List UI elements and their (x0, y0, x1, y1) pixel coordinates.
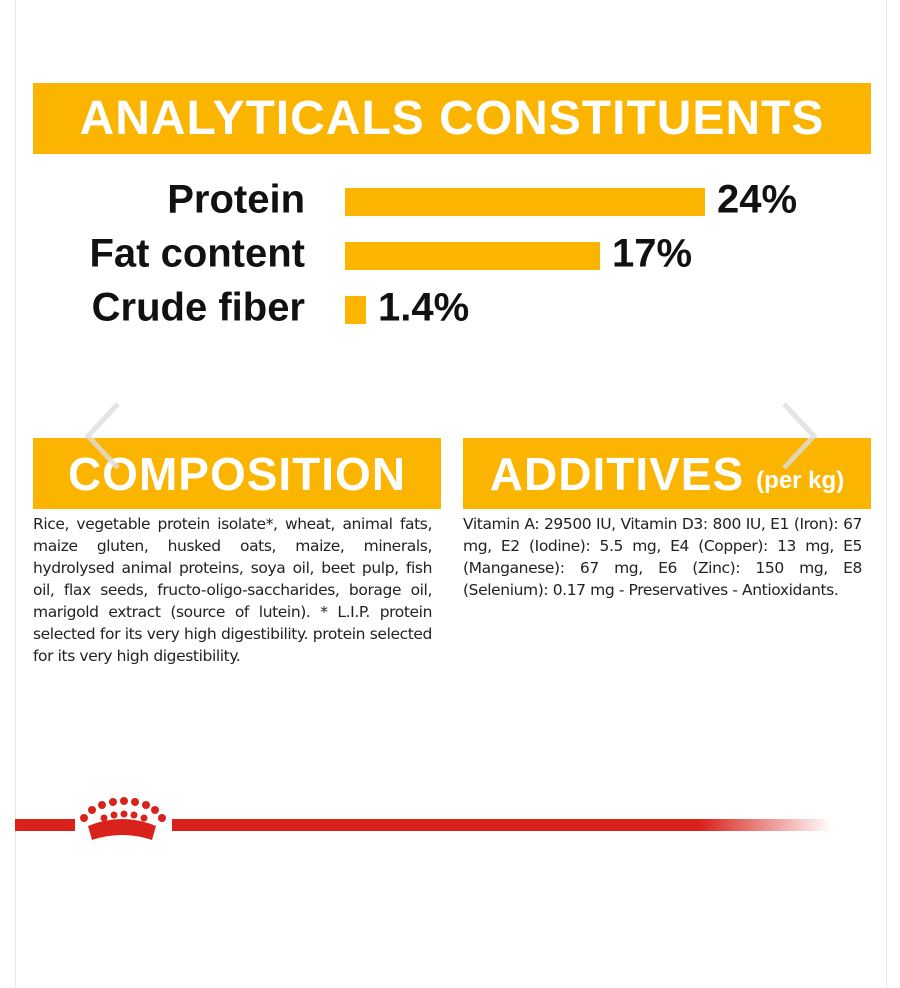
bar (345, 242, 600, 270)
subtitle: (per kg) (756, 466, 845, 494)
category-label: Crude fiber (92, 286, 305, 330)
value-label: 1.4% (378, 286, 469, 330)
section-title: COMPOSITION (33, 438, 441, 509)
title-text: ADDITIVES (489, 447, 745, 500)
composition-text: Rice, vegetable protein isolate*, wheat,… (33, 515, 432, 665)
bar (345, 296, 366, 324)
category-label: Protein (167, 178, 305, 222)
section-title: ANALYTICALS CONSTITUENTS (33, 83, 871, 154)
bar (345, 188, 705, 216)
frame (15, 0, 887, 988)
additives-text: Vitamin A: 29500 IU, Vitamin D3: 800 IU,… (463, 515, 862, 599)
next-arrow[interactable] (780, 400, 820, 472)
prev-arrow[interactable] (82, 400, 122, 472)
value-label: 24% (717, 178, 797, 222)
brand-line (15, 797, 832, 840)
value-label: 17% (612, 232, 692, 276)
category-label: Fat content (89, 232, 305, 276)
